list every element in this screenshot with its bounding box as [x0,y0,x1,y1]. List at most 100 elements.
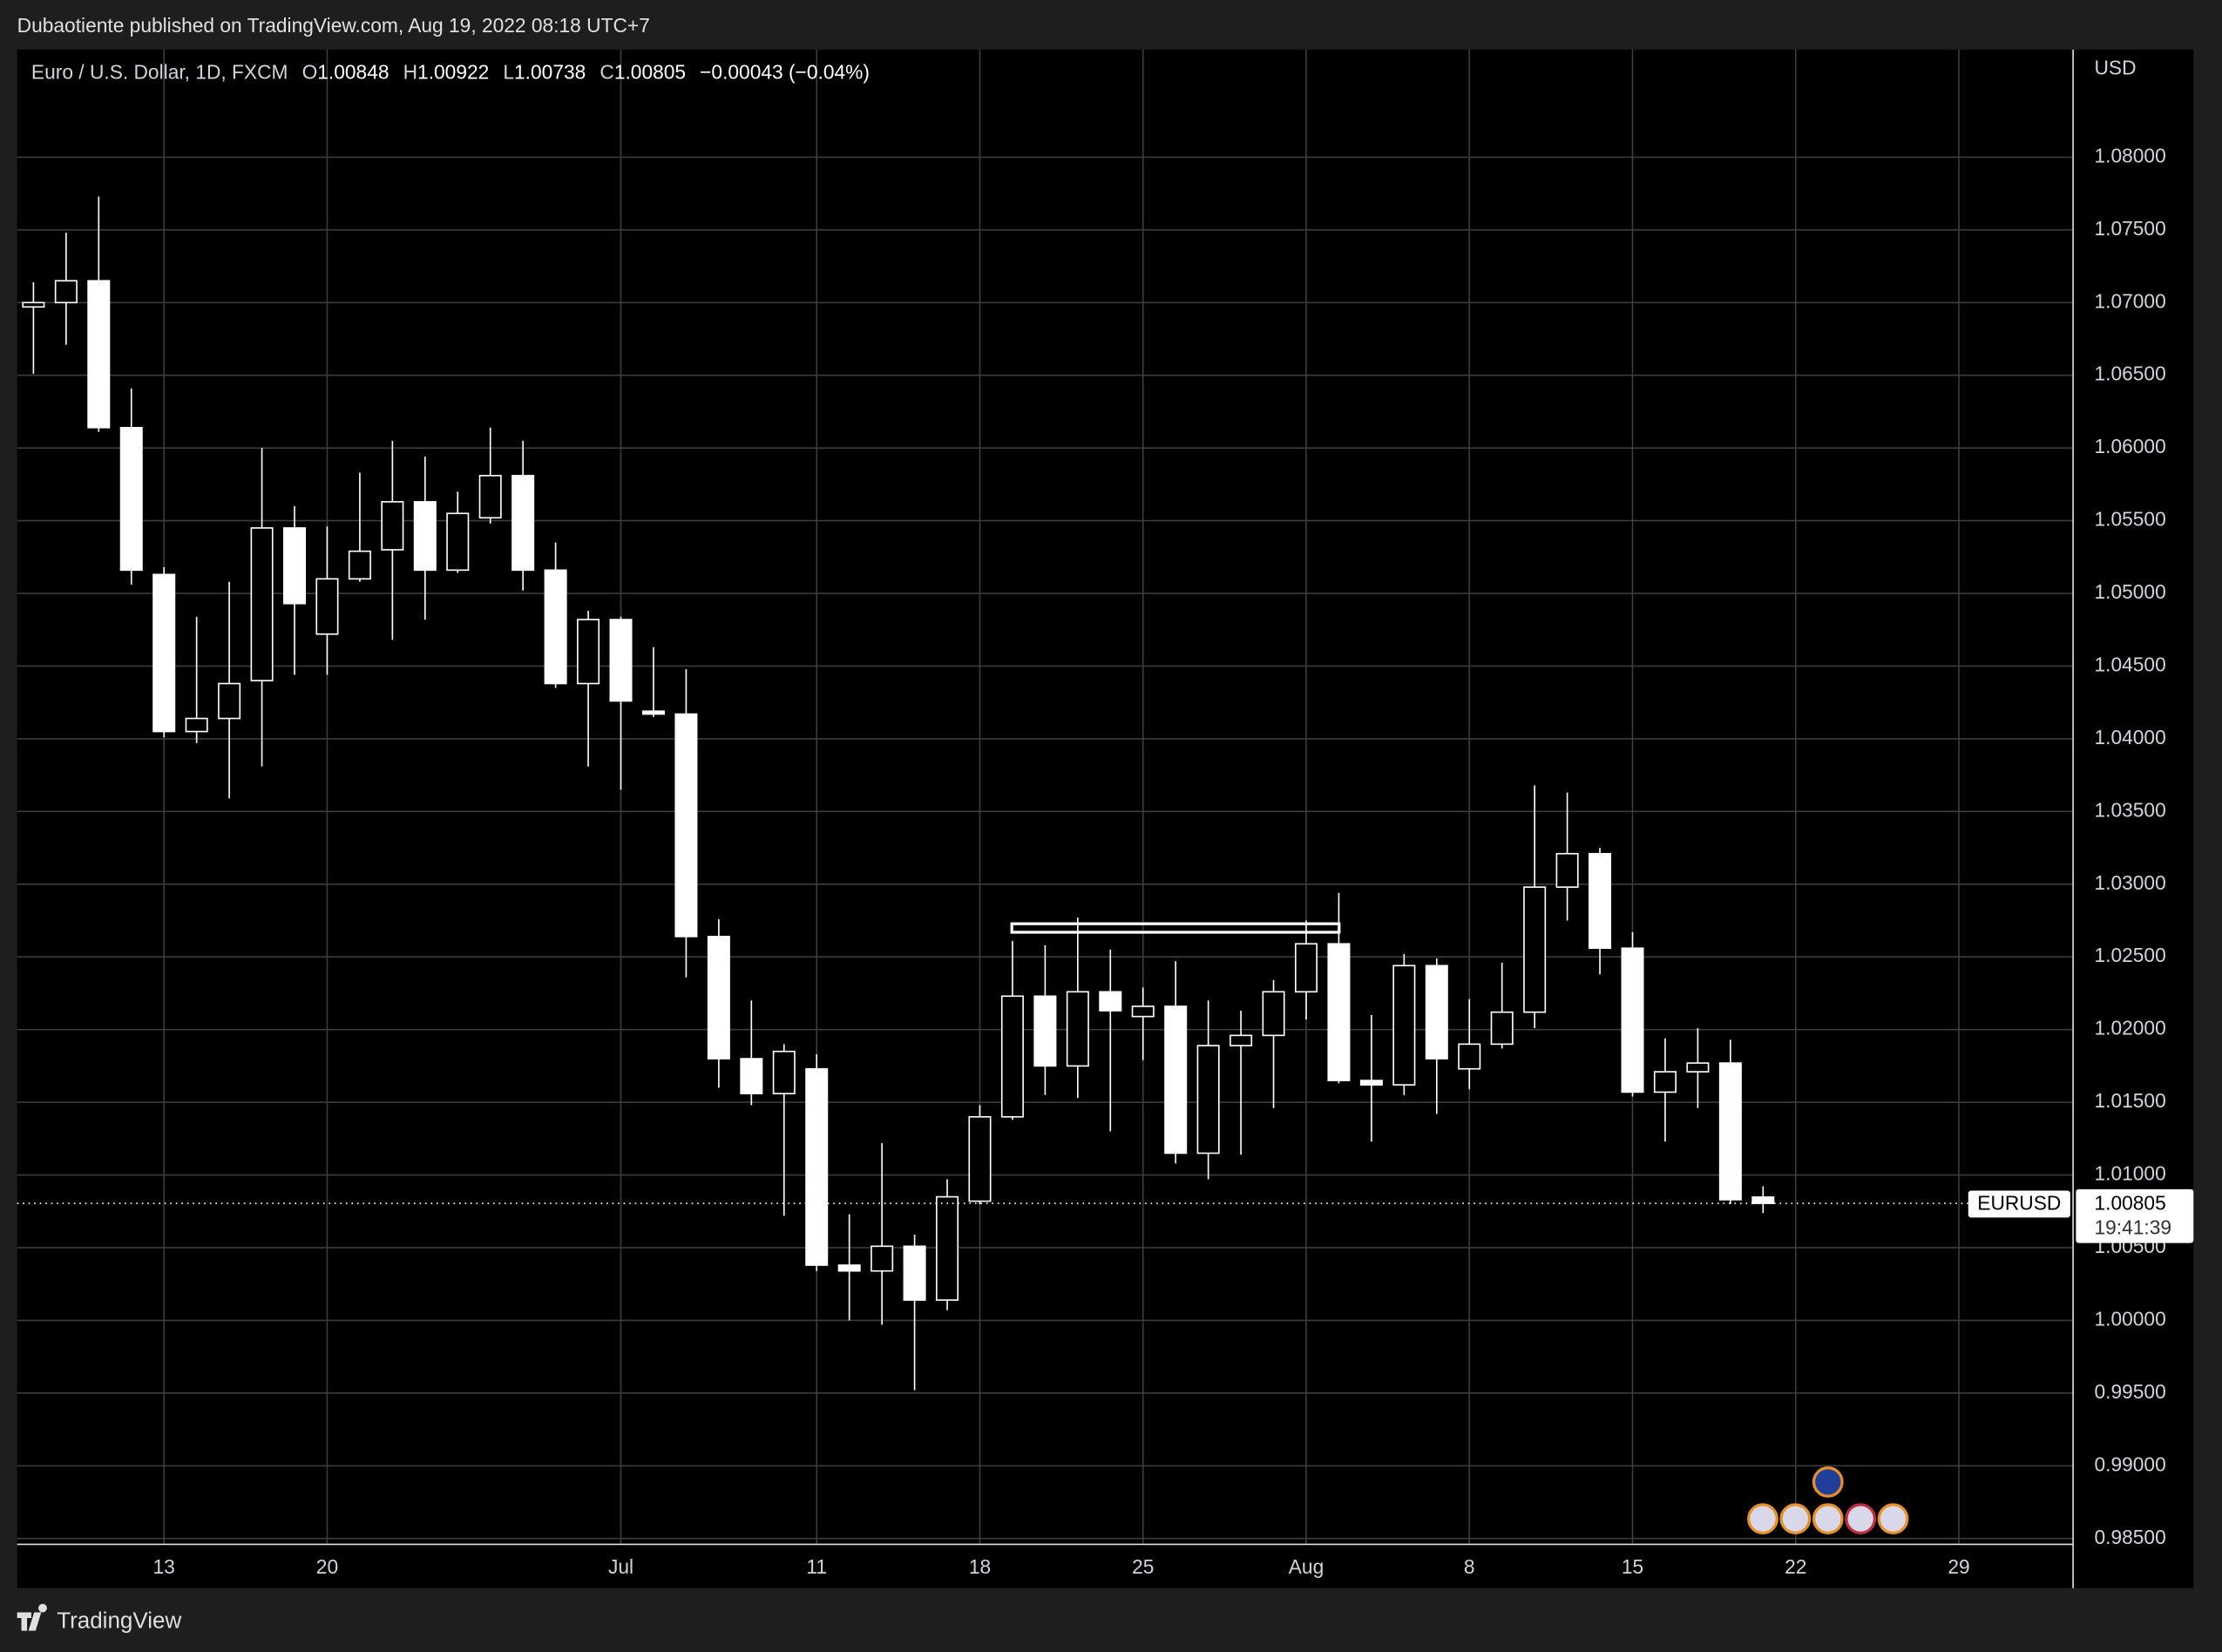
candle-body [903,1245,926,1301]
event-icon[interactable] [1845,1503,1877,1535]
y-tick-label: 1.04500 [2094,653,2165,675]
plot-background [17,49,2194,1588]
x-tick-label: 18 [969,1555,991,1578]
x-tick-label: 20 [316,1555,338,1578]
candle-body [218,682,241,720]
y-tick-label: 1.08000 [2094,144,2165,166]
legend-change: −0.00043 (−0.04%) [700,61,870,84]
candle-body [22,301,45,308]
candle-body [1425,965,1448,1060]
y-tick-label: 0.98500 [2094,1526,2165,1548]
candle-body [1327,943,1351,1081]
y-tick-label: 1.03000 [2094,871,2165,894]
y-tick-label: 1.00000 [2094,1307,2165,1330]
y-tick-label: 1.02000 [2094,1017,2165,1039]
candle-body [1000,995,1024,1118]
y-tick-label: 1.05000 [2094,580,2165,603]
candle-body [1718,1062,1742,1201]
legend-high: 1.00922 [417,61,489,84]
footer-bar [0,1588,2222,1652]
x-tick-label: 11 [806,1555,827,1578]
candle-body [1066,991,1089,1067]
y-tick-label: 1.07500 [2094,217,2165,240]
candle-body [1099,991,1122,1012]
candle-body [250,527,274,681]
y-tick-label: 1.07000 [2094,289,2165,312]
candle-body [544,569,567,685]
candle-body [1392,965,1416,1086]
last-price-label: 1.00805 [2094,1192,2165,1215]
y-tick-label: 1.02500 [2094,944,2165,966]
candle-body [511,475,535,572]
legend-close: 1.00805 [614,61,686,84]
event-icon[interactable] [1812,1466,1844,1498]
candle-body [674,713,698,938]
event-icon[interactable] [1877,1503,1909,1535]
x-tick-label: 8 [1464,1555,1475,1578]
candle-body [1359,1080,1383,1086]
candle-body [348,550,371,580]
candle-body [1458,1043,1481,1070]
legend-high-label: H [403,61,417,84]
x-tick-label: 15 [1622,1555,1643,1578]
candle-body [381,501,404,551]
event-icon[interactable] [1812,1503,1844,1535]
candle-body [641,710,665,715]
symbol-tag-box [1968,1190,2070,1218]
legend-close-label: C [600,61,613,84]
candle-body [968,1115,992,1202]
candle-body [1164,1005,1188,1154]
symbol-legend: Euro / U.S. Dollar, 1D, FXCM O1.00848 H1… [31,61,870,84]
event-icon[interactable] [1779,1503,1812,1535]
candle-body [1033,995,1057,1067]
candle-body [609,619,633,702]
candle-body [1589,852,1612,950]
y-tick-label: 1.06000 [2094,435,2165,457]
grid [17,49,2074,1545]
candle-body [478,475,502,519]
candle-body [805,1067,829,1266]
candle-body [1490,1011,1514,1046]
last-price-box [2076,1188,2194,1243]
candle-body [1131,1005,1155,1018]
legend-low-label: L [503,61,514,84]
candle-body [282,527,307,605]
legend-open-label: O [302,61,318,84]
candle-body [152,573,176,733]
x-tick-label: 25 [1132,1555,1154,1578]
legend-title: Euro / U.S. Dollar, 1D, FXCM [31,61,288,84]
candle-body [1196,1045,1220,1154]
footer-logo: TradingView [57,1608,181,1634]
candle-body [871,1245,894,1272]
y-tick-label: 1.01500 [2094,1089,2165,1112]
footer-logo-mark [17,1603,47,1631]
legend-low: 1.00738 [514,61,586,84]
candle-body [707,936,730,1060]
candle-body [446,512,470,572]
x-tick-label: 29 [1948,1555,1969,1578]
candle-body [54,280,78,304]
candle-body [772,1050,796,1094]
candle-body [577,619,600,685]
event-icon[interactable] [1747,1503,1778,1535]
y-tick-label: 1.05500 [2094,508,2165,531]
candle-body [837,1264,861,1272]
candle-body [1555,852,1579,888]
candle-body [315,578,339,635]
candles [22,196,1775,1391]
y-tick-label: 1.01000 [2094,1162,2165,1185]
candle-body [1294,943,1318,993]
y-tick-label: 1.04000 [2094,726,2165,748]
x-tick-label: 13 [153,1555,175,1578]
event-icons [1747,1466,1909,1535]
currency-label: USD [2094,57,2136,79]
candle-body [185,717,208,733]
x-tick-label: Aug [1289,1555,1324,1578]
candle-body [1621,947,1644,1093]
publisher-line: Dubaotiente published on TradingView.com… [17,14,650,37]
candle-body [936,1195,959,1301]
candle-body [740,1058,763,1094]
y-tick-label: 1.06500 [2094,362,2165,385]
